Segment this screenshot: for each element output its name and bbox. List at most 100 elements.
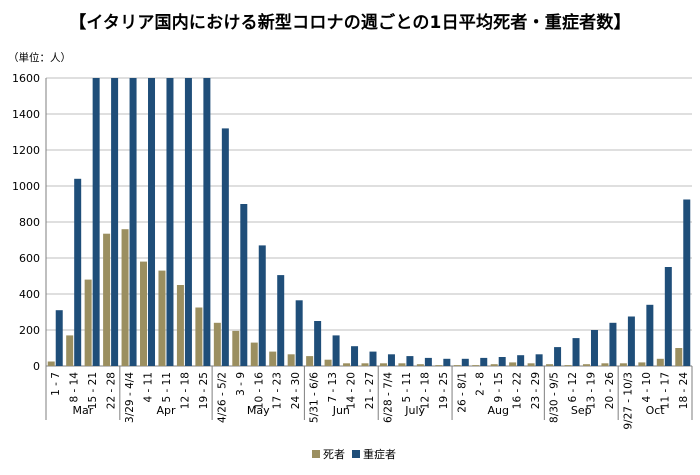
y-tick-label: 400 <box>19 288 40 301</box>
y-tick-label: 1000 <box>12 180 40 193</box>
month-label: Oct <box>646 404 666 417</box>
bar-severe <box>74 178 82 366</box>
month-label: Jun <box>332 404 350 417</box>
y-tick-label: 0 <box>33 360 40 373</box>
x-category-label: 8/30 - 9/5 <box>549 372 561 423</box>
x-category-label: 18 - 24 <box>678 372 690 410</box>
x-category-label: 5 - 11 <box>161 372 173 403</box>
month-label: May <box>247 404 270 417</box>
x-category-label: 3/29 - 4/4 <box>124 372 136 423</box>
bar-deaths <box>656 358 664 366</box>
bar-deaths <box>140 261 148 366</box>
bar-severe <box>332 335 340 366</box>
x-category-label: 10 - 16 <box>253 372 265 410</box>
x-category-label: 2 - 8 <box>475 372 487 396</box>
bar-deaths <box>398 363 406 366</box>
x-category-label: 7 - 13 <box>327 372 339 403</box>
x-category-label: 5 - 11 <box>401 372 413 403</box>
bar-severe <box>221 128 229 366</box>
x-category-label: 4 - 10 <box>641 372 653 403</box>
bar-deaths <box>546 364 554 366</box>
legend-label-deaths: 死者 <box>323 448 345 461</box>
x-category-label: 3 - 9 <box>235 372 247 396</box>
y-tick-label: 1200 <box>12 144 40 157</box>
bar-deaths <box>582 364 590 366</box>
x-category-label: 9 - 15 <box>493 372 505 403</box>
x-category-label: 1 - 7 <box>50 372 62 396</box>
bar-deaths <box>250 342 258 366</box>
bar-deaths <box>601 363 609 366</box>
x-category-label: 20 - 26 <box>604 372 616 410</box>
x-category-label: 14 - 20 <box>346 372 358 409</box>
month-label: Mar <box>73 404 94 417</box>
x-category-label: 19 - 25 <box>198 372 210 409</box>
x-category-label: 19 - 25 <box>438 372 450 409</box>
bar-deaths <box>269 351 277 366</box>
bar-severe <box>646 304 654 366</box>
bar-deaths <box>324 359 332 366</box>
bar-deaths <box>287 354 295 366</box>
bar-deaths <box>176 285 184 366</box>
bar-deaths <box>232 330 240 366</box>
bar-deaths <box>84 279 92 366</box>
bar-severe <box>258 245 266 366</box>
bar-deaths <box>343 363 351 366</box>
bar-severe <box>148 78 156 366</box>
bar-deaths <box>509 362 517 366</box>
y-tick-label: 1400 <box>12 108 40 121</box>
x-category-label: 13 - 19 <box>585 372 597 409</box>
bar-severe <box>498 357 506 366</box>
bar-deaths <box>66 335 74 366</box>
month-label: Apr <box>156 404 176 417</box>
bar-severe <box>166 78 174 366</box>
x-category-label: 4 - 11 <box>143 372 155 403</box>
x-category-label: 17 - 23 <box>272 372 284 409</box>
x-category-label: 22 - 28 <box>106 372 118 409</box>
month-label: Aug <box>487 404 508 417</box>
bar-severe <box>351 346 359 366</box>
bar-severe <box>55 310 63 366</box>
x-category-label: 26 - 8/1 <box>456 372 468 413</box>
bar-severe <box>424 357 432 366</box>
y-tick-label: 200 <box>19 324 40 337</box>
bar-severe <box>92 78 100 366</box>
legend-swatch-severe <box>352 450 360 458</box>
x-category-label: 23 - 29 <box>530 372 542 409</box>
bar-severe <box>572 338 580 366</box>
bar-severe <box>590 330 598 366</box>
bar-deaths <box>564 365 572 366</box>
x-category-label: 6/28 - 7/4 <box>382 372 394 423</box>
bar-severe <box>480 357 488 366</box>
bar-severe <box>683 199 691 366</box>
x-category-label: 4/26 - 5/2 <box>216 372 228 423</box>
chart-title: 【イタリア国内における新型コロナの週ごとの1日平均死者・重症者数】 <box>69 13 631 33</box>
bar-deaths <box>472 365 480 366</box>
bar-severe <box>277 275 285 366</box>
bar-deaths <box>638 362 646 366</box>
x-category-label: 9/27 - 10/3 <box>622 372 634 430</box>
unit-label: （単位：人） <box>8 52 71 64</box>
bar-deaths <box>379 363 387 366</box>
bar-severe <box>387 354 395 366</box>
x-category-label: 21 - 27 <box>364 372 376 409</box>
bar-deaths <box>121 229 129 366</box>
month-label: July <box>404 404 425 417</box>
x-category-label: 15 - 21 <box>87 372 99 409</box>
bar-severe <box>203 78 211 366</box>
bar-severe <box>554 347 562 366</box>
x-category-label: 16 - 22 <box>512 372 524 409</box>
bar-severe <box>129 78 137 366</box>
x-category-label: 24 - 30 <box>290 372 302 409</box>
y-tick-label: 600 <box>19 252 40 265</box>
bar-severe <box>517 355 525 366</box>
x-category-label: 5/31 - 6/6 <box>309 372 321 423</box>
y-tick-label: 800 <box>19 216 40 229</box>
bar-severe <box>240 204 248 366</box>
x-category-label: 11 - 17 <box>659 372 671 409</box>
bar-severe <box>609 322 617 366</box>
bar-severe <box>535 354 543 366</box>
bar-severe <box>314 321 322 366</box>
legend-label-severe: 重症者 <box>363 447 396 461</box>
bar-severe <box>443 358 451 366</box>
